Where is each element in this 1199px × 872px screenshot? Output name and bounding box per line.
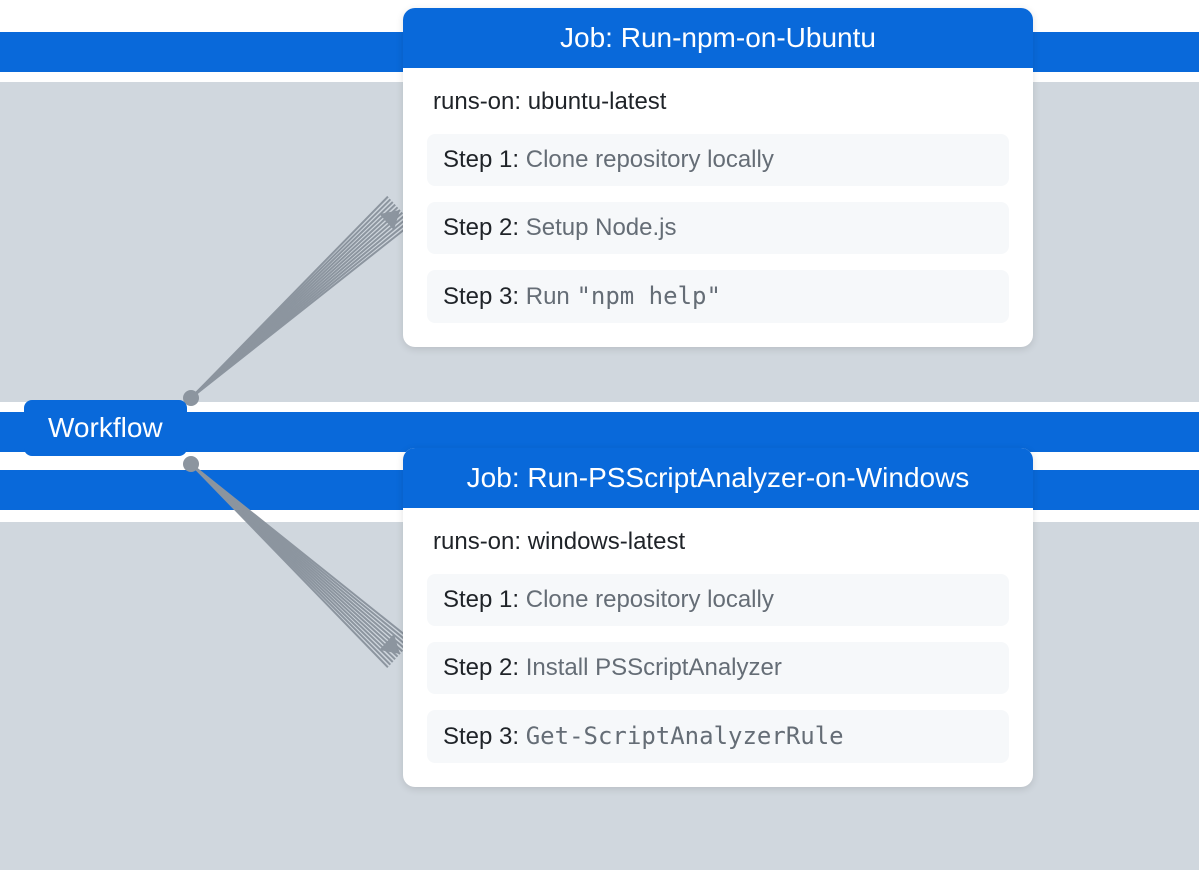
step-desc: Get-ScriptAnalyzerRule <box>526 722 844 750</box>
workflow-node: Workflow <box>24 400 187 456</box>
step-label: Step 1: <box>443 586 526 613</box>
step-label: Step 3: <box>443 283 526 310</box>
job-card-windows: Job: Run-PSScriptAnalyzer-on-Windows run… <box>403 448 1033 787</box>
runs-on-windows: runs-on: windows-latest <box>427 528 1009 556</box>
step-label: Step 1: <box>443 146 526 173</box>
step-row: Step 3: Get-ScriptAnalyzerRule <box>427 710 1009 763</box>
step-label: Step 3: <box>443 723 526 750</box>
step-row: Step 1: Clone repository locally <box>427 574 1009 626</box>
step-label: Step 2: <box>443 214 526 241</box>
job-card-ubuntu: Job: Run-npm-on-Ubuntu runs-on: ubuntu-l… <box>403 8 1033 347</box>
step-label: Step 2: <box>443 654 526 681</box>
runs-on-ubuntu: runs-on: ubuntu-latest <box>427 88 1009 116</box>
step-row: Step 1: Clone repository locally <box>427 134 1009 186</box>
step-row: Step 2: Install PSScriptAnalyzer <box>427 642 1009 694</box>
job-header-ubuntu: Job: Run-npm-on-Ubuntu <box>403 8 1033 68</box>
step-desc: "npm help" <box>576 282 721 310</box>
step-desc: Setup Node.js <box>526 214 677 241</box>
job-body-windows: runs-on: windows-latest Step 1: Clone re… <box>403 508 1033 787</box>
step-desc: Install PSScriptAnalyzer <box>526 654 782 681</box>
job-body-ubuntu: runs-on: ubuntu-latest Step 1: Clone rep… <box>403 68 1033 347</box>
step-row: Step 3: Run "npm help" <box>427 270 1009 323</box>
step-desc: Clone repository locally <box>526 146 774 173</box>
job-title-windows: Job: Run-PSScriptAnalyzer-on-Windows <box>467 462 970 493</box>
job-header-windows: Job: Run-PSScriptAnalyzer-on-Windows <box>403 448 1033 508</box>
job-title-ubuntu: Job: Run-npm-on-Ubuntu <box>560 22 876 53</box>
workflow-label: Workflow <box>48 412 163 444</box>
step-row: Step 2: Setup Node.js <box>427 202 1009 254</box>
step-desc-prefix: Run <box>526 283 577 310</box>
step-desc: Clone repository locally <box>526 586 774 613</box>
